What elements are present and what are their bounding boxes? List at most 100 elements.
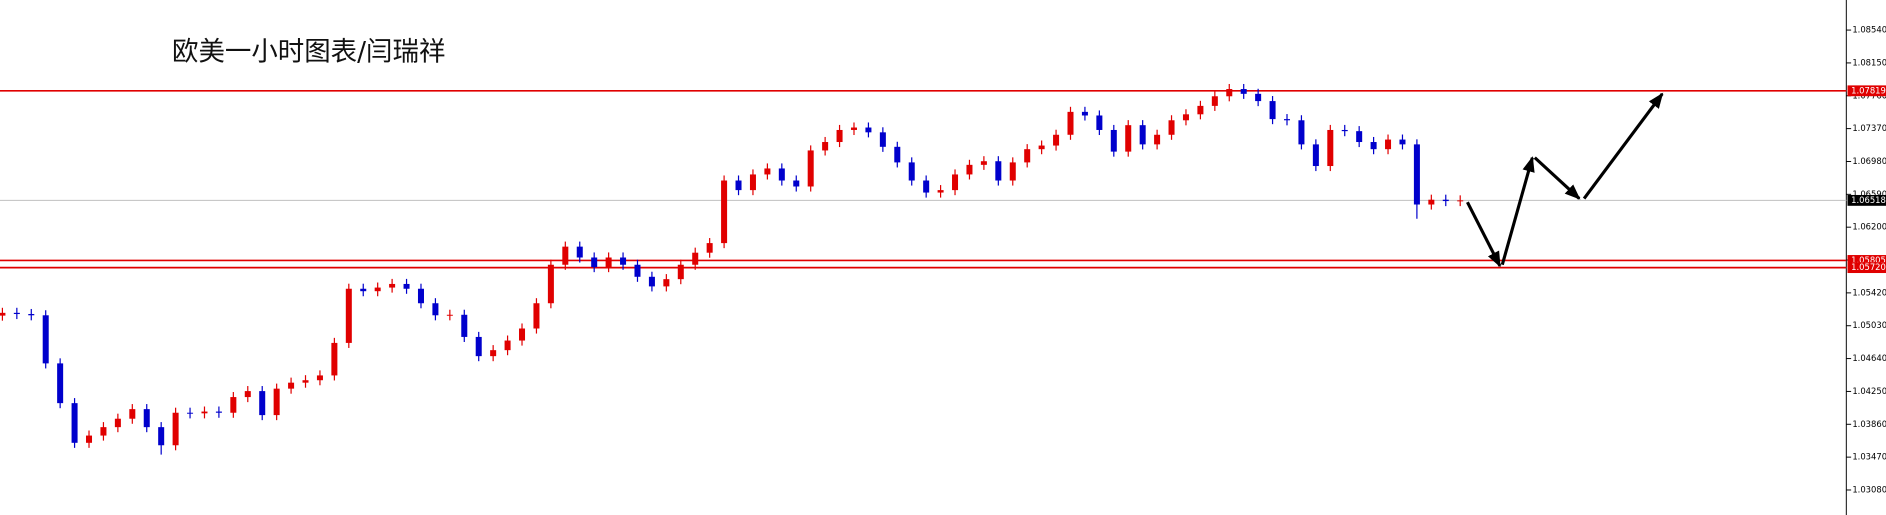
candle-body [562,246,569,265]
candle-body [446,314,453,316]
candle-body [1197,105,1204,115]
current-price-label: 1.06518 [1851,195,1886,205]
candle-body [1226,89,1233,97]
y-tick-label: 1.05030 [1852,320,1886,330]
axis-labels: 1.085401.081501.077601.073701.069801.065… [1846,25,1886,494]
candle-body [1327,129,1334,167]
candle-body [259,391,266,416]
candle-body [547,264,554,304]
candle-body [345,288,352,343]
candle-body [1428,199,1435,205]
candle-body [389,283,396,288]
candle-body [1356,131,1363,143]
candle-body [1154,134,1161,145]
candle-body [100,427,107,436]
candle-body [980,161,987,165]
candle-body [215,411,222,413]
candle-body [129,409,136,419]
candle-body [172,412,179,446]
candle-body [1457,200,1464,202]
candle-body [894,146,901,163]
candle-body [1399,139,1406,145]
arrow [1582,92,1664,200]
candle-body [966,164,973,175]
candle-body [735,180,742,191]
candle-body [1385,139,1392,150]
candle-body [57,363,64,404]
candle-body [908,162,915,181]
y-tick-label: 1.06980 [1852,156,1886,166]
candle-body [1110,129,1117,152]
candle-body [475,336,482,357]
candle-body [1125,125,1132,152]
candle-body [1053,134,1060,146]
candle-body [663,279,670,287]
y-tick-label: 1.06590 [1852,189,1886,199]
candle-body [86,435,93,443]
candle-body [461,314,468,337]
candles [0,83,1464,455]
y-tick-label: 1.08150 [1852,57,1886,67]
candle-body [648,276,655,287]
candle-body [230,397,237,413]
price-line-box [1847,255,1886,266]
candle-body [403,283,410,289]
y-tick-label: 1.03470 [1852,452,1886,462]
candle-body [879,132,886,147]
candle-body [1370,142,1377,150]
candle-body [158,427,165,446]
candle-body [677,264,684,280]
candle-body [1168,120,1175,135]
price-line-label: 1.05805 [1851,255,1886,265]
candle-body [360,288,367,292]
candle-body [1413,144,1420,205]
candle-body [1139,125,1146,145]
price-line-box [1847,262,1886,274]
candle-body [504,340,511,351]
current-price-box [1847,194,1886,206]
candle-body [490,350,497,357]
candle-body [850,127,857,130]
candle-body [201,411,208,414]
candle-body [1255,93,1262,102]
candle-body [1341,129,1348,132]
candle-body [316,375,323,381]
candle-body [417,288,424,304]
candle-body [143,409,150,428]
y-tick-label: 1.04250 [1852,386,1886,396]
price-line-label: 1.05720 [1851,262,1886,272]
candle-body [302,380,309,383]
candle-body [519,328,526,341]
arrow [1466,201,1502,268]
candle-body [836,129,843,143]
candle-body [1211,96,1218,106]
candle-body [822,142,829,151]
candle-body [1009,162,1016,181]
candle-body [28,314,35,316]
candle-body [923,180,930,193]
candle-body [865,127,872,133]
candle-body [273,388,280,416]
candle-body [114,418,121,428]
candle-body [244,391,251,398]
chart-title: 欧美一小时图表/闫瑞祥 [172,36,445,67]
candle-body [1312,144,1319,167]
y-tick-label: 1.03080 [1852,484,1886,494]
y-tick-label: 1.08540 [1852,25,1886,35]
candle-body [634,264,641,277]
y-tick-label: 1.03860 [1852,419,1886,429]
candle-body [764,168,771,175]
levels [0,89,1847,269]
candle-body [591,257,598,268]
candle-body [937,190,944,193]
candle-body [778,168,785,181]
price-line-label: 1.07819 [1851,85,1886,95]
candle-body [432,303,439,316]
arrow [1500,156,1535,266]
candle-body [807,150,814,187]
y-tick-label: 1.05420 [1852,287,1886,297]
arrow [1533,156,1581,200]
